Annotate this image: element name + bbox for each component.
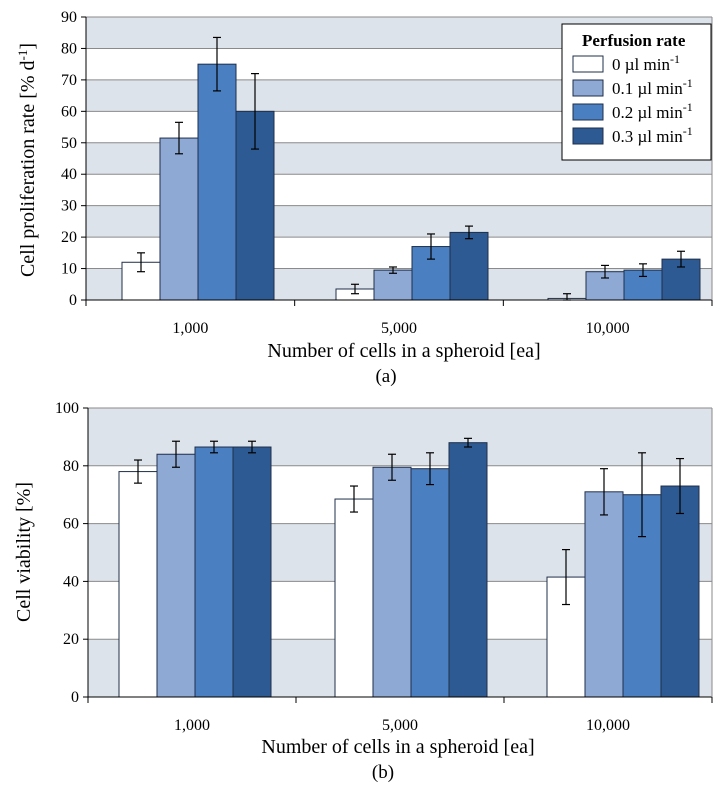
- y-tick-label: 10: [61, 261, 77, 278]
- bar: [159, 137, 199, 301]
- legend-swatch: [572, 79, 604, 97]
- bar: [373, 269, 413, 301]
- axes-a: [81, 16, 713, 306]
- error-bar: [137, 252, 145, 273]
- y-tick-label: 80: [61, 40, 77, 57]
- error-bar: [426, 452, 434, 486]
- legend: Perfusion rate 0 µl min-10.1 µl min-10.2…: [561, 23, 712, 161]
- error-bar: [676, 457, 684, 515]
- y-tick-label: 80: [63, 458, 79, 475]
- error-bar: [639, 263, 647, 278]
- error-bar: [248, 440, 256, 454]
- caption-a: (a): [375, 366, 396, 387]
- bar: [372, 466, 412, 698]
- error-bar: [213, 36, 221, 92]
- error-bar: [601, 264, 609, 279]
- legend-swatch: [572, 103, 604, 121]
- error-bar: [677, 250, 685, 268]
- bar: [334, 498, 374, 698]
- y-tick-label: 60: [61, 103, 77, 120]
- legend-title: Perfusion rate: [582, 31, 686, 50]
- bar: [584, 491, 624, 698]
- legend-swatch: [572, 55, 604, 73]
- y-tick-labels-b: 0 20 40 60 80 100: [55, 400, 79, 706]
- error-bar: [210, 440, 218, 454]
- error-bar: [389, 266, 397, 274]
- bars-b: [118, 437, 700, 698]
- y-tick-label: 90: [61, 9, 77, 26]
- x-tick-label: 1,000: [172, 320, 208, 337]
- error-bar: [388, 453, 396, 481]
- x-tick-label: 10,000: [586, 320, 630, 337]
- y-tick-label: 100: [55, 400, 79, 417]
- error-bar: [134, 459, 142, 484]
- bar: [448, 442, 488, 698]
- error-bar: [638, 452, 646, 538]
- y-tick-label: 20: [63, 631, 79, 648]
- x-tick-label: 5,000: [382, 717, 418, 734]
- legend-swatch: [572, 127, 604, 145]
- error-bar: [600, 468, 608, 516]
- y-axis-title-a: Cell proliferation rate [% d-1]: [15, 43, 39, 277]
- y-tick-label: 20: [61, 229, 77, 246]
- bar: [197, 63, 237, 301]
- error-bar: [465, 225, 473, 240]
- bars-a: [121, 36, 701, 301]
- y-tick-label: 60: [63, 516, 79, 533]
- x-tick-label: 1,000: [174, 717, 210, 734]
- bar: [449, 231, 489, 301]
- x-tick-label: 5,000: [381, 320, 417, 337]
- error-bar: [175, 121, 183, 155]
- bar: [118, 471, 158, 698]
- y-tick-label: 30: [61, 198, 77, 215]
- bar: [660, 485, 700, 698]
- x-tick-labels-b: 1,000 5,000 10,000: [174, 717, 630, 734]
- chart-a: 0 10 20 30 40 50 60 70 80 90 1,000 5,000 10,000 Cel…: [15, 9, 713, 387]
- error-bar: [351, 283, 359, 295]
- bar: [156, 453, 196, 698]
- y-tick-label: 0: [69, 292, 77, 309]
- y-tick-label: 50: [61, 135, 77, 152]
- error-bar: [562, 549, 570, 606]
- y-tick-label: 70: [61, 72, 77, 89]
- error-bar: [172, 440, 180, 468]
- y-tick-label: 40: [63, 573, 79, 590]
- legend-entry: 0.1 µl min-1: [612, 76, 693, 98]
- x-tick-label: 10,000: [586, 717, 630, 734]
- caption-b: (b): [372, 762, 394, 783]
- error-bar: [350, 485, 358, 513]
- y-axis-title-b: Cell viability [%]: [13, 482, 35, 622]
- y-tick-label: 40: [61, 166, 77, 183]
- x-axis-title-a: Number of cells in a spheroid [ea]: [267, 340, 540, 362]
- error-bar: [427, 233, 435, 260]
- legend-entry: 0.2 µl min-1: [612, 100, 693, 122]
- chart-b: 0 20 40 60 80 100 1,000 5,000 10,000 Cell viabi…: [13, 400, 713, 783]
- legend-entry: 0.3 µl min-1: [612, 124, 693, 146]
- bar: [194, 446, 234, 698]
- bar: [232, 446, 272, 698]
- y-tick-labels-a: 0 10 20 30 40 50 60 70 80 90: [61, 9, 77, 309]
- error-bar: [464, 437, 472, 448]
- axes-b: [83, 407, 713, 703]
- x-axis-title-b: Number of cells in a spheroid [ea]: [261, 736, 534, 758]
- bar: [410, 468, 450, 698]
- x-tick-labels-a: 1,000 5,000 10,000: [172, 320, 629, 337]
- error-bar: [251, 72, 259, 150]
- legend-entry: 0 µl min-1: [612, 52, 680, 74]
- y-tick-label: 0: [71, 689, 79, 706]
